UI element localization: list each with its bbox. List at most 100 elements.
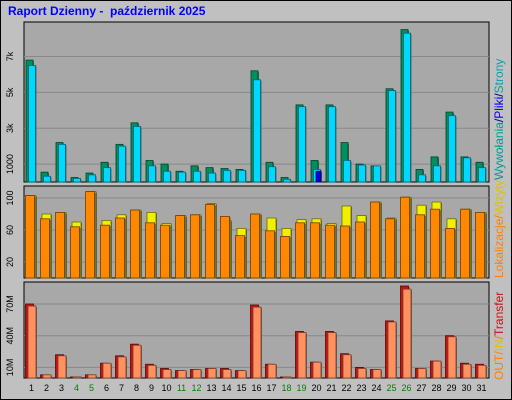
bar-pliki [373, 165, 381, 183]
bar-lokalizacje [100, 224, 110, 279]
bar-out [387, 321, 397, 379]
bar-out [417, 368, 427, 379]
x-tick-label-day: 27 [416, 383, 426, 393]
x-tick-label-day: 17 [266, 383, 276, 393]
bar-pliki [148, 165, 156, 183]
bar-out [297, 332, 307, 379]
legend-entry: / [492, 335, 506, 340]
bar-pliki [223, 169, 231, 183]
bar-out [237, 370, 247, 379]
bar-pliki [28, 65, 36, 183]
bar-out [252, 306, 262, 379]
legend-traffic: OUT/IN/Transfer [492, 292, 506, 380]
x-tick-label-day: 30 [461, 383, 471, 393]
bar-out [162, 369, 172, 379]
bar-lokalizacje [130, 209, 140, 279]
bar-lokalizacje [460, 208, 470, 279]
x-tick-label-day: 18 [281, 383, 291, 393]
legend-entry: Wywołania [492, 122, 506, 180]
bar-pliki [238, 169, 246, 183]
y-tick-label: 100 [5, 190, 15, 205]
legend-entry: Pliki [492, 96, 506, 119]
bar-lokalizacje [430, 208, 440, 279]
report-title: Raport Dzienny - październik 2025 [8, 4, 206, 18]
bar-pliki [403, 32, 411, 183]
bar-out [132, 344, 142, 379]
bar-pliki [268, 166, 276, 183]
bar-out [447, 336, 457, 379]
x-tick-label-day: 22 [341, 383, 351, 393]
bar-lokalizacje [220, 215, 230, 279]
bar-pliki [118, 145, 126, 183]
bar-out [57, 355, 67, 379]
bar-pliki [448, 115, 456, 183]
bar-out [462, 363, 472, 379]
bar-out [342, 354, 352, 379]
bar-lokalizacje [370, 201, 380, 279]
bar-pliki [463, 157, 471, 183]
y-tick-label: 20 [5, 257, 15, 267]
bar-pliki [433, 165, 441, 183]
bar-out [207, 368, 217, 379]
bar-out [312, 361, 322, 379]
bar-pliki [88, 174, 96, 183]
legend-hits-files-pages: Wywołania/Pliki/Strony [492, 59, 506, 180]
legend-entry: IN [492, 339, 506, 352]
bar-out [72, 376, 82, 379]
x-tick-label-day: 10 [161, 383, 171, 393]
y-tick-label: 5k [5, 87, 15, 97]
bar-lokalizacje [325, 224, 335, 279]
bar-pliki [58, 143, 66, 183]
x-tick-label-day: 29 [446, 383, 456, 393]
bar-lokalizacje [70, 226, 80, 279]
bar-out [42, 374, 52, 379]
y-tick-label: 7k [5, 51, 15, 61]
legend-entry: Strony [492, 58, 506, 94]
bar-lokalizacje [235, 235, 245, 279]
legend-visits-sites: Lokalizacje/Wizyty [492, 180, 506, 278]
x-tick-label-day: 5 [89, 383, 94, 393]
bar-out [282, 376, 292, 379]
x-tick-label-day: 2 [44, 383, 49, 393]
bar-out [372, 369, 382, 379]
x-tick-label-day: 21 [326, 383, 336, 393]
x-tick-label-day: 8 [134, 383, 139, 393]
bar-pliki [298, 106, 306, 183]
x-tick-label-day: 26 [401, 383, 411, 393]
bar-lokalizacje [400, 196, 410, 279]
bar-out [432, 360, 442, 379]
y-tick-label: 1000 [5, 154, 15, 174]
legend-entry: / [492, 93, 506, 97]
x-tick-label-day: 16 [251, 383, 261, 393]
bar-lokalizacje [85, 191, 95, 279]
x-tick-label-day: 13 [206, 383, 216, 393]
bar-lokalizacje [340, 225, 350, 279]
x-tick-label-day: 19 [296, 383, 306, 393]
bar-pliki [103, 167, 111, 183]
y-tick-label: 60 [5, 225, 15, 235]
x-tick-label-day: 12 [191, 383, 201, 393]
bar-lokalizacje [475, 211, 485, 279]
bar-pliki [343, 160, 351, 183]
bar-out [192, 369, 202, 379]
bar-lokalizacje [310, 222, 320, 279]
x-tick-label-day: 25 [386, 383, 396, 393]
x-tick-label-day: 4 [74, 383, 79, 393]
y-tick-label: 3k [5, 123, 15, 133]
bar-out [177, 370, 187, 379]
bar-lokalizacje [385, 218, 395, 279]
x-tick-label-day: 24 [371, 383, 381, 393]
legend-entry: Transfer [492, 291, 506, 336]
bar-lokalizacje [265, 230, 275, 279]
bar-pliki [208, 172, 216, 183]
legend-entry: / [492, 215, 506, 219]
bar-pliki [163, 170, 171, 183]
bar-lokalizacje [55, 211, 65, 279]
legend-entry: OUT [492, 354, 506, 380]
bar-pliki [358, 164, 366, 183]
bar-out [402, 288, 412, 379]
legend-entry: Wizyty [492, 179, 506, 216]
bar-out [222, 369, 232, 379]
y-tick-label: 40M [5, 327, 15, 345]
